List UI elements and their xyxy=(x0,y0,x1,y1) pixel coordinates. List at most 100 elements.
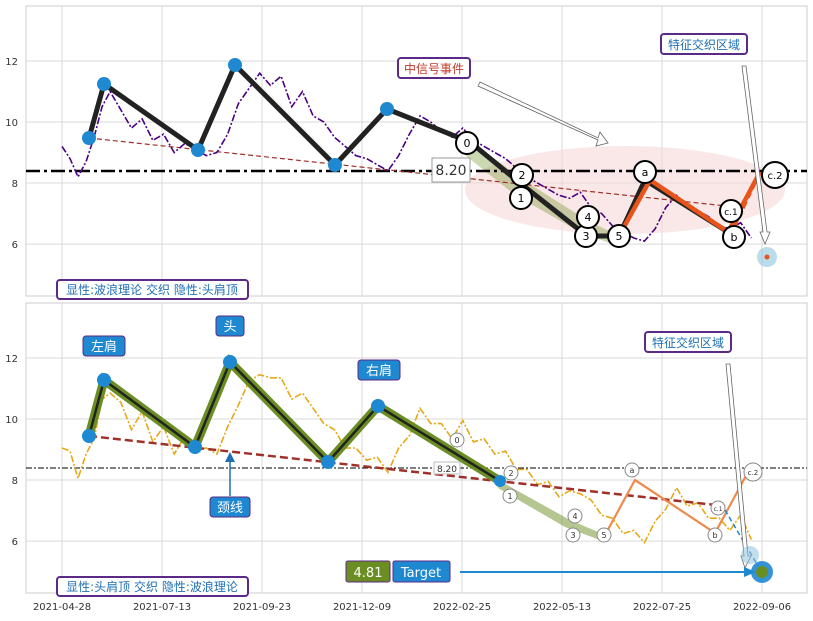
annotation-zone-text: 特征交织区域 xyxy=(668,37,740,52)
annotation-event-text: 中信号事件 xyxy=(404,61,464,76)
wave-label-circle xyxy=(624,462,640,478)
head-text: 头 xyxy=(223,320,236,335)
wave-label-circle xyxy=(455,131,479,155)
wave-label-circle xyxy=(633,160,657,184)
wave-node xyxy=(380,102,394,116)
wave-label-4: 4 xyxy=(572,512,577,521)
wave-label-circle xyxy=(449,432,465,448)
annotation-zone-arrow xyxy=(741,65,771,246)
wave-label-circle xyxy=(722,225,746,249)
target-projection-glow xyxy=(741,546,759,564)
x-tick-label: 2022-09-06 xyxy=(733,602,791,613)
y-tick-label: 6 xyxy=(12,537,18,548)
wave-node xyxy=(328,158,342,172)
wave-label-circle xyxy=(707,527,723,543)
x-tick-label: 2021-07-13 xyxy=(133,602,191,613)
right-shoulder-label: 右肩 xyxy=(357,359,401,381)
wave-label-2: 2 xyxy=(519,169,526,182)
head-label: 头 xyxy=(215,315,245,337)
wave-nodes-top xyxy=(82,58,394,172)
wave-label-circle xyxy=(509,186,533,210)
wave-count-labels-bottom: 0 2 1 3 4 5 a b c.1 c.2 xyxy=(449,432,763,543)
wave-label-4: 4 xyxy=(585,211,592,224)
wave-label-c1: c.1 xyxy=(713,506,722,513)
x-tick-label: 2022-02-25 xyxy=(433,602,491,613)
y-tick-label: 8 xyxy=(12,179,18,190)
label-box xyxy=(209,496,251,518)
wave-label-circle xyxy=(510,163,534,187)
reference-tag-text: 8.20 xyxy=(435,163,466,179)
orange-wave-bottom xyxy=(604,471,749,536)
legend-bottom-box xyxy=(56,576,249,597)
wave-label-2: 2 xyxy=(508,469,513,478)
wave-label-3: 3 xyxy=(583,230,590,243)
wave-label-a: a xyxy=(630,466,635,475)
wave-label-c2: c.2 xyxy=(767,171,782,182)
wave-label-circle xyxy=(743,462,763,482)
wave-label-b: b xyxy=(731,231,738,244)
x-tick-label: 2021-04-28 xyxy=(33,602,91,613)
reference-value-tag-top: 8.20 xyxy=(431,157,471,183)
wave-label-circle xyxy=(607,224,631,248)
left-shoulder-text: 左肩 xyxy=(91,339,117,355)
wave-label-b: b xyxy=(712,531,717,540)
target-label-box xyxy=(392,560,451,583)
wave-node xyxy=(82,429,96,443)
wave-label-circle xyxy=(596,527,612,543)
wave-label-c2: c.2 xyxy=(748,469,759,477)
label-box xyxy=(82,335,126,357)
wave-node xyxy=(82,131,96,145)
wave-label-circle xyxy=(710,500,726,516)
wave-label-circle xyxy=(565,527,581,543)
wave-node xyxy=(321,455,335,469)
y-tick-label: 8 xyxy=(12,476,18,487)
legend-bottom-text: 显性:头肩顶 交织 隐性:波浪理论 xyxy=(66,579,238,594)
y-tick-label: 6 xyxy=(12,240,18,251)
neckline-label: 颈线 xyxy=(209,452,251,518)
price-line-top xyxy=(61,71,752,243)
annotation-event: 中信号事件 xyxy=(397,57,609,147)
reference-tag-box xyxy=(433,461,461,475)
projection-bottom xyxy=(724,509,759,567)
green-wave-band-bottom xyxy=(498,481,605,540)
target-group: 4.81 Target xyxy=(345,546,773,583)
wave-label-3: 3 xyxy=(570,531,575,540)
neckline-top xyxy=(88,137,746,209)
wave-label-0: 0 xyxy=(464,137,471,150)
target-marker xyxy=(756,566,768,578)
annotation-zone-box xyxy=(660,33,748,55)
price-line-bottom xyxy=(61,373,753,545)
target-value-box xyxy=(345,560,391,583)
target-point-top xyxy=(764,254,770,260)
neckline-text: 颈线 xyxy=(217,501,243,516)
wave-node xyxy=(371,399,385,413)
wave-node xyxy=(191,143,205,157)
y-tick-label: 12 xyxy=(5,57,18,68)
neckline-bottom xyxy=(88,434,726,508)
wave-label-c1: c.1 xyxy=(724,208,738,218)
x-tick-label: 2022-07-25 xyxy=(633,602,691,613)
x-tick-label: 2022-05-13 xyxy=(533,602,591,613)
neckline-pointer-head xyxy=(225,452,235,462)
annotation-event-box xyxy=(397,57,471,79)
target-value-text: 4.81 xyxy=(354,566,383,581)
y-tick-label: 10 xyxy=(5,118,18,129)
wave-label-circle xyxy=(503,465,519,481)
annotation-event-arrow xyxy=(477,81,609,147)
left-shoulder-label: 左肩 xyxy=(82,335,126,357)
legend-top: 显性:波浪理论 交织 隐性:头肩顶 xyxy=(56,279,249,300)
wave-node xyxy=(228,58,242,72)
legend-top-box xyxy=(56,279,249,300)
wave-label-a: a xyxy=(642,166,649,179)
wave-label-circle xyxy=(761,161,789,189)
wave-node xyxy=(494,475,506,487)
wave-label-5: 5 xyxy=(601,531,606,540)
wave-count-labels-top: 0 2 1 3 4 5 a b c.1 c.2 xyxy=(455,131,789,249)
target-arrow-head xyxy=(744,567,756,577)
wave-label-circle xyxy=(719,199,743,223)
wave-label-0: 0 xyxy=(454,436,459,445)
x-tick-label: 2021-09-23 xyxy=(233,602,291,613)
wave-label-circle xyxy=(502,488,518,504)
wave-node xyxy=(97,77,111,91)
